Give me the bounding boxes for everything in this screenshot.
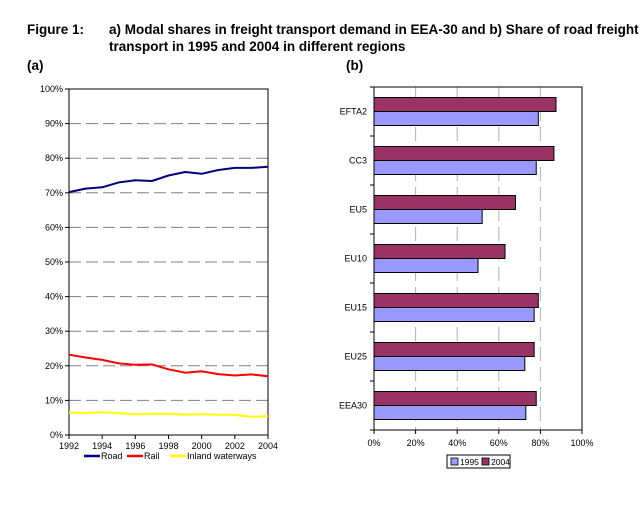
bar-2004-eu25 bbox=[373, 342, 535, 357]
bar-2004-cc3 bbox=[373, 146, 555, 161]
x-tick-label: 1994 bbox=[92, 441, 112, 451]
y-tick-label: 30% bbox=[45, 326, 63, 336]
legend-box bbox=[446, 454, 511, 469]
bar-1995-cc3 bbox=[373, 160, 537, 175]
y-tick-label: 10% bbox=[45, 395, 63, 405]
category-label: EFTA2 bbox=[340, 107, 367, 117]
bar-1995-efta2 bbox=[373, 111, 539, 126]
bar-1995-eu5 bbox=[373, 209, 483, 224]
bar-2004-eu5 bbox=[373, 195, 516, 210]
legend-swatch bbox=[481, 457, 490, 466]
series-line-road bbox=[68, 165, 269, 194]
y-tick-label: 90% bbox=[45, 119, 63, 129]
bar-1995-eu25 bbox=[373, 356, 526, 371]
bar-1995-eu10 bbox=[373, 258, 479, 273]
bar-2004-eea30 bbox=[373, 391, 537, 406]
y-tick-label: 50% bbox=[45, 257, 63, 267]
legend-swatch bbox=[450, 457, 459, 466]
legend-label: Road bbox=[101, 451, 123, 461]
x-tick-label: 40% bbox=[448, 438, 466, 448]
legend-label: Rail bbox=[144, 451, 160, 461]
legend-label: 2004 bbox=[491, 457, 510, 467]
bar-2004-eu10 bbox=[373, 244, 506, 259]
x-tick-label: 1996 bbox=[125, 441, 145, 451]
figure-label: Figure 1: bbox=[27, 22, 85, 37]
x-tick-label: 20% bbox=[407, 438, 425, 448]
y-tick-label: 20% bbox=[45, 361, 63, 371]
bar-2004-eu15 bbox=[373, 293, 539, 308]
y-tick-label: 60% bbox=[45, 222, 63, 232]
bar-2004-efta2 bbox=[373, 97, 557, 112]
panel-a-label: (a) bbox=[27, 58, 44, 73]
legend-label: Inland waterways bbox=[187, 451, 257, 461]
y-tick-label: 70% bbox=[45, 188, 63, 198]
x-tick-label: 1998 bbox=[158, 441, 178, 451]
category-label: EU15 bbox=[344, 303, 367, 313]
x-tick-label: 1992 bbox=[59, 441, 79, 451]
category-label: CC3 bbox=[349, 156, 367, 166]
x-tick-label: 80% bbox=[531, 438, 549, 448]
category-label: EU25 bbox=[344, 352, 367, 362]
category-label: EU5 bbox=[349, 205, 367, 215]
y-tick-label: 100% bbox=[40, 84, 63, 94]
panel-b-label: (b) bbox=[346, 58, 364, 73]
x-tick-label: 0% bbox=[367, 438, 380, 448]
category-label: EU10 bbox=[344, 254, 367, 264]
y-tick-label: 40% bbox=[45, 292, 63, 302]
category-label: EEA30 bbox=[339, 401, 367, 411]
plot-frame bbox=[373, 86, 583, 431]
legend-label: 1995 bbox=[460, 457, 479, 467]
x-tick-label: 2002 bbox=[225, 441, 245, 451]
x-tick-label: 2004 bbox=[258, 441, 278, 451]
bar-1995-eu15 bbox=[373, 307, 535, 322]
series-line-inland-waterways bbox=[68, 411, 269, 418]
figure-caption-text: a) Modal shares in freight transport dem… bbox=[109, 22, 639, 54]
x-tick-label: 2000 bbox=[192, 441, 212, 451]
y-tick-label: 80% bbox=[45, 153, 63, 163]
series-line-rail bbox=[68, 353, 269, 378]
y-tick-label: 0% bbox=[50, 430, 63, 440]
bar-1995-eea30 bbox=[373, 405, 527, 420]
x-tick-label: 60% bbox=[490, 438, 508, 448]
x-tick-label: 100% bbox=[570, 438, 593, 448]
